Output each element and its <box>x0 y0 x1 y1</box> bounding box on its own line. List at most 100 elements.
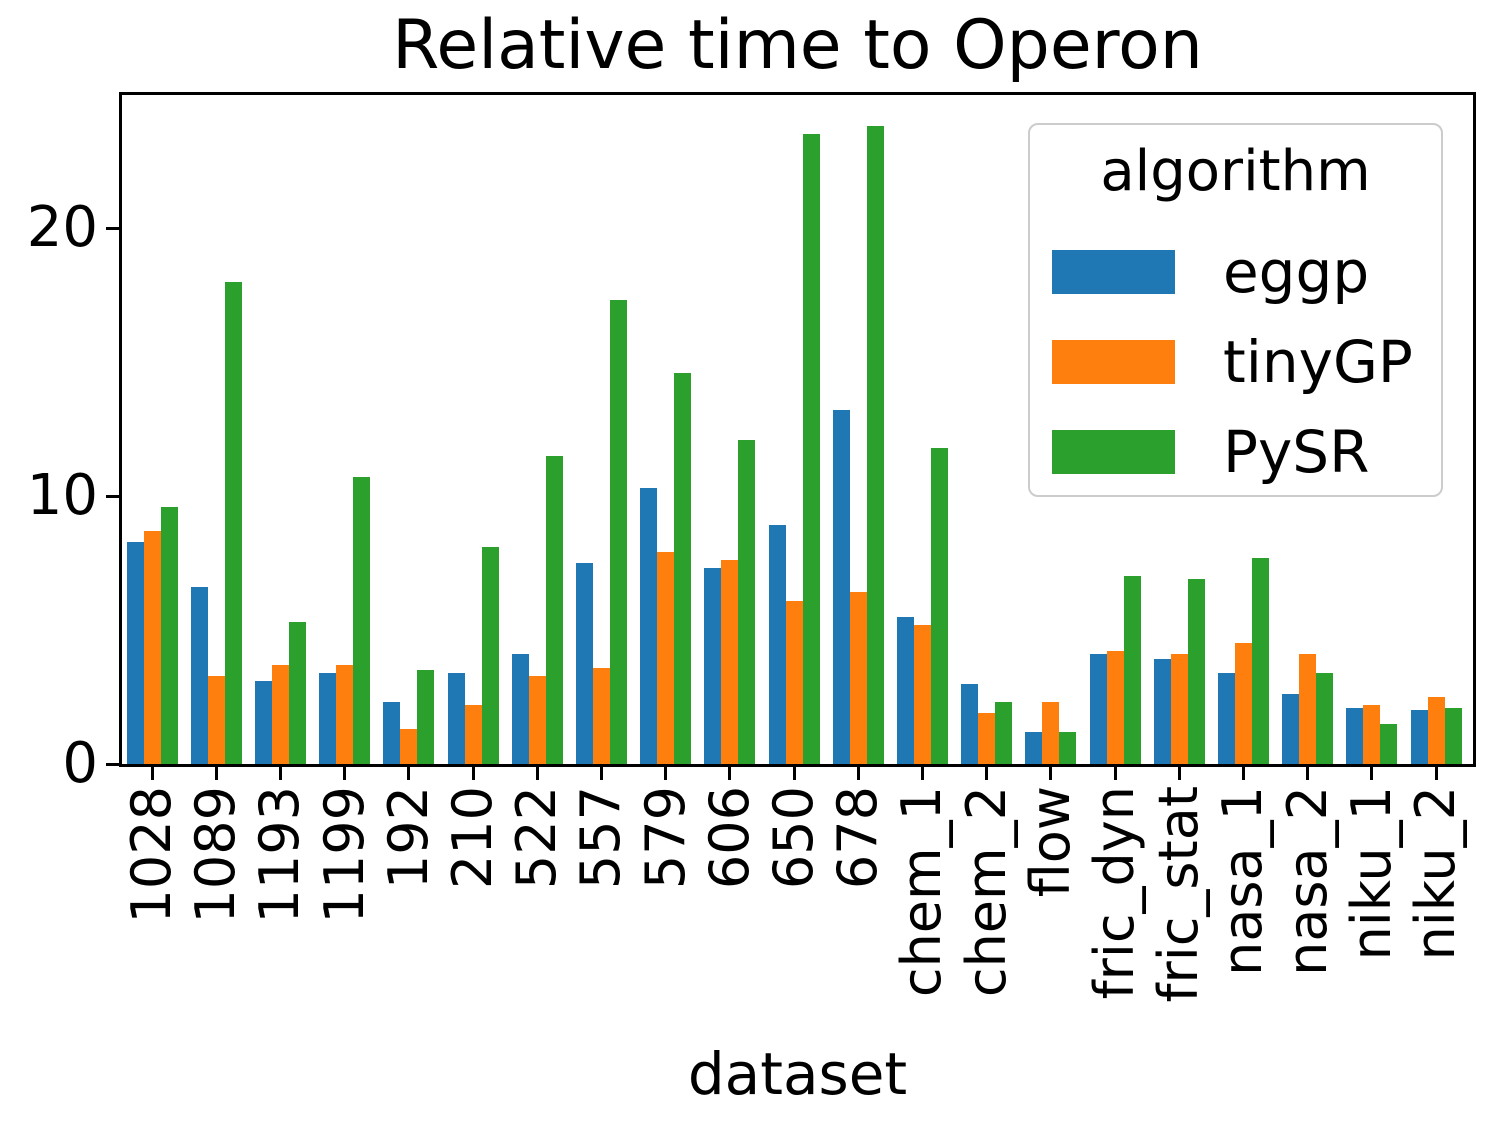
bar-tinyGP-fric_stat <box>1171 654 1188 764</box>
bar-tinyGP-1193 <box>272 665 289 764</box>
y-tick-0 <box>106 763 119 766</box>
y-tick-20 <box>106 227 119 230</box>
x-tick-chem_2 <box>985 767 988 780</box>
bar-PySR-fric_dyn <box>1124 576 1141 764</box>
bar-tinyGP-678 <box>850 592 867 764</box>
legend-entry-eggp: eggp <box>1052 238 1441 306</box>
x-tick-label-fric_stat: fric_stat <box>1147 786 1210 1003</box>
bar-PySR-chem_1 <box>931 448 948 764</box>
bar-PySR-nasa_1 <box>1252 558 1269 764</box>
x-tick-1028 <box>151 767 154 780</box>
x-tick-label-niku_2: niku_2 <box>1404 786 1467 961</box>
x-tick-579 <box>664 767 667 780</box>
bar-eggp-210 <box>448 673 465 764</box>
x-tick-label-650: 650 <box>762 786 825 890</box>
bar-PySR-niku_2 <box>1445 708 1462 764</box>
x-tick-label-flow: flow <box>1019 786 1082 898</box>
x-tick-label-1193: 1193 <box>248 786 311 924</box>
bar-eggp-678 <box>833 410 850 764</box>
bar-tinyGP-fric_dyn <box>1107 651 1124 764</box>
bar-eggp-1193 <box>255 681 272 764</box>
bar-tinyGP-nasa_2 <box>1299 654 1316 764</box>
bar-tinyGP-flow <box>1042 702 1059 764</box>
x-tick-678 <box>857 767 860 780</box>
bar-tinyGP-1028 <box>144 531 161 764</box>
legend-entry-pysr: PySR <box>1052 418 1441 486</box>
bar-PySR-606 <box>738 440 755 764</box>
legend-label-eggp: eggp <box>1223 238 1370 306</box>
bar-tinyGP-niku_1 <box>1363 705 1380 764</box>
x-tick-label-1089: 1089 <box>184 786 247 924</box>
bar-PySR-678 <box>867 126 884 764</box>
x-tick-label-chem_2: chem_2 <box>955 786 1018 998</box>
axis-spine-left <box>119 92 122 767</box>
x-tick-label-1199: 1199 <box>313 786 376 924</box>
bar-tinyGP-579 <box>657 552 674 764</box>
bar-tinyGP-522 <box>529 676 546 764</box>
x-tick-label-fric_dyn: fric_dyn <box>1083 786 1146 1000</box>
x-tick-label-579: 579 <box>634 786 697 890</box>
x-tick-210 <box>472 767 475 780</box>
bar-tinyGP-557 <box>593 668 610 764</box>
bar-eggp-nasa_2 <box>1282 694 1299 764</box>
bar-eggp-192 <box>383 702 400 764</box>
bar-eggp-1089 <box>191 587 208 764</box>
bar-PySR-1028 <box>161 507 178 764</box>
bar-PySR-557 <box>610 300 627 764</box>
x-tick-1199 <box>343 767 346 780</box>
legend-swatch-eggp <box>1052 250 1175 294</box>
x-tick-522 <box>536 767 539 780</box>
bar-eggp-fric_dyn <box>1090 654 1107 764</box>
bar-eggp-chem_1 <box>897 617 914 764</box>
bar-PySR-579 <box>674 373 691 764</box>
bar-PySR-522 <box>546 456 563 764</box>
bar-eggp-niku_2 <box>1411 710 1428 764</box>
x-tick-niku_1 <box>1370 767 1373 780</box>
x-tick-label-522: 522 <box>505 786 568 890</box>
x-tick-label-nasa_2: nasa_2 <box>1276 786 1339 976</box>
x-tick-flow <box>1049 767 1052 780</box>
x-tick-label-606: 606 <box>698 786 761 890</box>
x-tick-1193 <box>279 767 282 780</box>
bar-eggp-nasa_1 <box>1218 673 1235 764</box>
x-tick-label-557: 557 <box>569 786 632 890</box>
legend-entry-tinygp: tinyGP <box>1052 328 1441 396</box>
bar-tinyGP-650 <box>786 601 803 764</box>
bar-eggp-579 <box>640 488 657 764</box>
x-tick-label-nasa_1: nasa_1 <box>1211 786 1274 976</box>
legend-swatch-tinygp <box>1052 340 1175 384</box>
legend-label-pysr: PySR <box>1223 418 1370 486</box>
bar-PySR-192 <box>417 670 434 764</box>
bar-eggp-fric_stat <box>1154 659 1171 764</box>
bar-PySR-chem_2 <box>995 702 1012 764</box>
x-tick-fric_dyn <box>1114 767 1117 780</box>
bar-tinyGP-1199 <box>336 665 353 764</box>
bar-tinyGP-chem_1 <box>914 625 931 764</box>
bar-PySR-fric_stat <box>1188 579 1205 764</box>
legend: algorithm eggp tinyGP PySR <box>1028 123 1443 497</box>
x-tick-192 <box>407 767 410 780</box>
bar-tinyGP-606 <box>721 560 738 764</box>
bar-PySR-flow <box>1059 732 1076 764</box>
x-tick-label-678: 678 <box>826 786 889 890</box>
bar-PySR-210 <box>482 547 499 764</box>
bar-eggp-flow <box>1025 732 1042 764</box>
x-tick-label-210: 210 <box>441 786 504 890</box>
legend-swatch-pysr <box>1052 430 1175 474</box>
y-tick-label-0: 0 <box>62 731 98 796</box>
bar-eggp-522 <box>512 654 529 764</box>
bar-tinyGP-1089 <box>208 676 225 764</box>
bar-PySR-niku_1 <box>1380 724 1397 764</box>
bar-PySR-1089 <box>225 282 242 764</box>
x-tick-label-192: 192 <box>377 786 440 890</box>
x-tick-650 <box>793 767 796 780</box>
bar-eggp-chem_2 <box>961 684 978 764</box>
legend-label-tinygp: tinyGP <box>1223 328 1413 396</box>
bar-eggp-niku_1 <box>1346 708 1363 764</box>
bar-tinyGP-chem_2 <box>978 713 995 764</box>
x-tick-606 <box>728 767 731 780</box>
bar-eggp-557 <box>576 563 593 764</box>
bar-PySR-650 <box>803 134 820 764</box>
